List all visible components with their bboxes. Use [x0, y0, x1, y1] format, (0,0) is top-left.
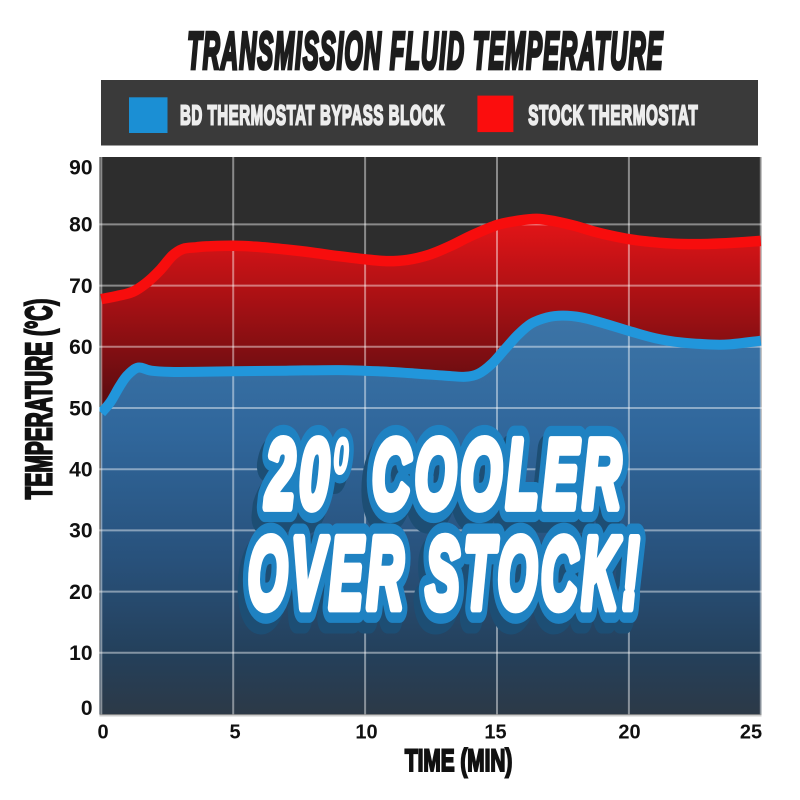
svg-text:200 COOLER: 200 COOLER	[259, 429, 620, 538]
svg-text:90: 90	[69, 157, 92, 180]
svg-text:OVER STOCK!: OVER STOCK!	[243, 527, 638, 639]
svg-text:0: 0	[81, 697, 93, 720]
svg-text:60: 60	[69, 336, 92, 359]
svg-text:TIME (MIN): TIME (MIN)	[405, 743, 512, 778]
svg-text:STOCK THERMOSTAT: STOCK THERMOSTAT	[528, 99, 698, 130]
svg-text:50: 50	[69, 397, 92, 420]
svg-text:20: 20	[69, 581, 92, 604]
svg-text:25: 25	[740, 721, 762, 743]
svg-text:10: 10	[69, 642, 92, 665]
svg-text:OVER STOCK!: OVER STOCK!	[248, 517, 643, 629]
svg-text:70: 70	[69, 275, 92, 298]
svg-text:TEMPERATURE (°C): TEMPERATURE (°C)	[19, 299, 60, 500]
svg-text:40: 40	[69, 459, 92, 482]
svg-text:OVER STOCK!: OVER STOCK!	[248, 517, 643, 629]
svg-text:20: 20	[618, 721, 640, 743]
svg-text:TRANSMISSION FLUID TEMPERATURE: TRANSMISSION FLUID TEMPERATURE	[187, 21, 663, 80]
svg-text:30: 30	[69, 520, 92, 543]
svg-text:15: 15	[484, 721, 506, 743]
svg-text:80: 80	[69, 214, 92, 237]
svg-text:BD THERMOSTAT BYPASS BLOCK: BD THERMOSTAT BYPASS BLOCK	[180, 99, 445, 130]
svg-text:0: 0	[97, 721, 108, 743]
svg-text:200 COOLER: 200 COOLER	[264, 419, 625, 528]
svg-text:5: 5	[229, 721, 240, 743]
svg-text:200 COOLER: 200 COOLER	[264, 419, 625, 528]
svg-text:10: 10	[355, 721, 377, 743]
